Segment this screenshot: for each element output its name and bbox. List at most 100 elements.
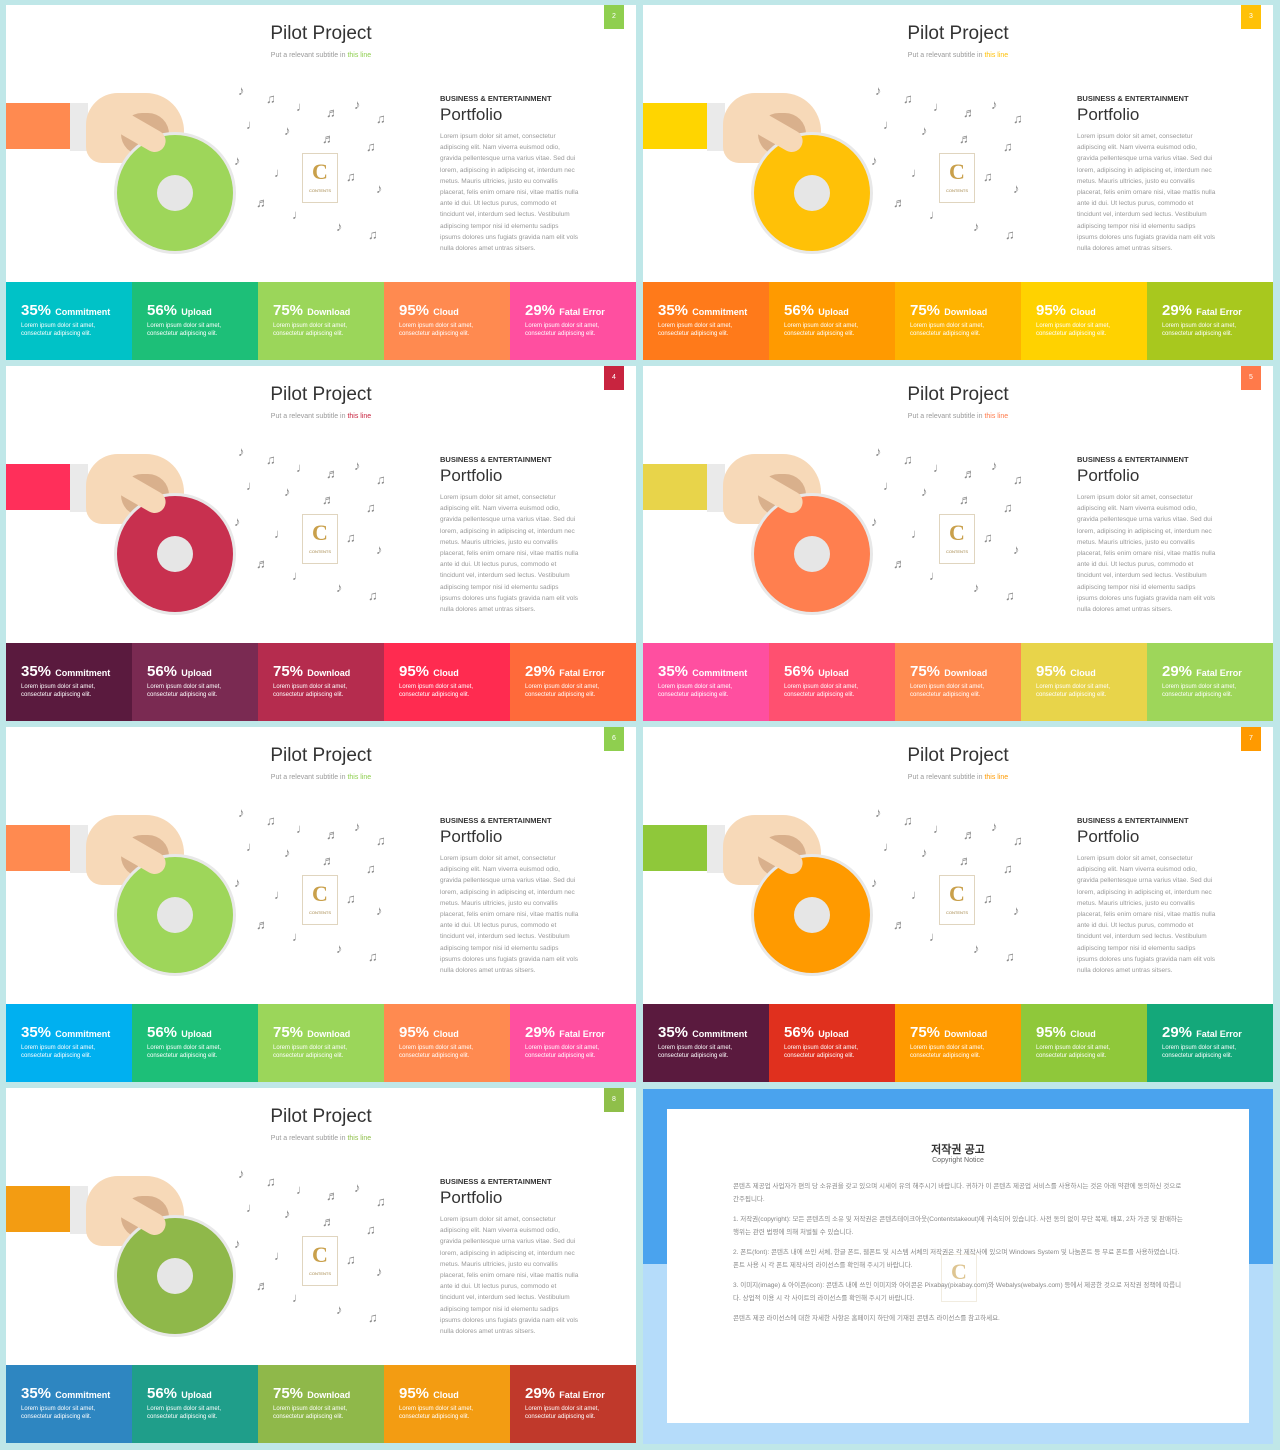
cuff-illustration xyxy=(70,464,88,512)
stat-label: Fatal Error xyxy=(1196,1029,1242,1039)
record-disc-hole xyxy=(157,1258,193,1294)
stat-percent: 29% xyxy=(525,663,556,680)
body-text: Lorem ipsum dolor sit amet, consectetur … xyxy=(440,855,579,975)
portfolio-heading: Portfolio xyxy=(1077,827,1140,846)
stat-label: Download xyxy=(944,307,988,317)
music-note-icon: ♩ xyxy=(296,821,309,836)
contents-logo: C CONTENTS xyxy=(939,153,975,203)
music-note-icon: ♬ xyxy=(326,105,339,120)
stat-label: Commitment xyxy=(692,307,748,317)
stat-label: Commitment xyxy=(692,1029,748,1039)
music-note-icon: ♪ xyxy=(238,83,245,98)
copyright-notice-slide: 저작권 공고 Copyright Notice C 콘텐츠 제공업 사업자가 편… xyxy=(643,1089,1273,1444)
stat-label: Cloud xyxy=(1070,668,1096,678)
stat-percent: 95% xyxy=(1036,302,1067,319)
music-note-icon: ♩ xyxy=(883,839,896,854)
notice-title: 저작권 공고 xyxy=(931,1144,985,1156)
music-note-icon: ♬ xyxy=(959,492,972,507)
music-note-icon: ♫ xyxy=(1005,949,1015,964)
stat-percent: 29% xyxy=(525,302,556,319)
music-notes-cluster: ♪ ♫ ♩ ♬ ♪ ♫ ♩ ♪ ♬ ♫ ♪ ♩ ♫ ♪ ♬ ♩ ♪ ♫ xyxy=(226,438,396,608)
music-note-icon: ♩ xyxy=(274,526,287,541)
stat-label: Cloud xyxy=(433,1390,459,1400)
music-note-icon: ♪ xyxy=(354,819,361,834)
record-disc-hole xyxy=(794,897,830,933)
music-note-icon: ♪ xyxy=(234,514,241,529)
stat-percent: 35% xyxy=(21,1024,52,1041)
music-note-icon: ♬ xyxy=(256,556,269,571)
stat-description: Lorem ipsum dolor sit amet, consectetur a… xyxy=(399,1045,474,1059)
contents-logo: C CONTENTS xyxy=(302,514,338,564)
slide-number-tag: 5 xyxy=(1241,366,1261,390)
stat-percent: 29% xyxy=(525,1385,556,1402)
stat-cell: 29% Fatal Error Lorem ipsum dolor sit am… xyxy=(1147,1004,1273,1082)
music-note-icon: ♩ xyxy=(296,1182,309,1197)
stat-cell: 95% Cloud Lorem ipsum dolor sit amet, con… xyxy=(384,1004,510,1082)
stat-cell: 35% Commitment Lorem ipsum dolor sit ame… xyxy=(6,1004,132,1082)
music-note-icon: ♫ xyxy=(368,949,378,964)
music-note-icon: ♩ xyxy=(246,839,259,854)
stat-percent: 95% xyxy=(1036,663,1067,680)
category-label: BUSINESS & ENTERTAINMENT xyxy=(1077,455,1189,464)
stat-percent: 95% xyxy=(399,1024,430,1041)
music-note-icon: ♪ xyxy=(376,181,383,196)
slide-6: 6 Pilot Project Put a relevant subtitle … xyxy=(6,727,636,1082)
music-note-icon: ♪ xyxy=(871,153,878,168)
stat-description: Lorem ipsum dolor sit amet, consectetur a… xyxy=(21,684,96,698)
stat-description: Lorem ipsum dolor sit amet, consectetur a… xyxy=(525,1406,600,1420)
slide-subtitle: Put a relevant subtitle in this line xyxy=(907,413,1009,420)
music-note-icon: ♪ xyxy=(336,1302,343,1317)
music-note-icon: ♩ xyxy=(246,117,259,132)
music-note-icon: ♩ xyxy=(929,929,942,944)
stat-label: Commitment xyxy=(55,1390,111,1400)
music-note-icon: ♫ xyxy=(1003,500,1013,515)
music-note-icon: ♪ xyxy=(921,484,928,499)
music-note-icon: ♪ xyxy=(234,875,241,890)
music-note-icon: ♩ xyxy=(296,460,309,475)
slide-subtitle: Put a relevant subtitle in this line xyxy=(270,774,372,781)
stat-description: Lorem ipsum dolor sit amet, consectetur a… xyxy=(784,1045,859,1059)
music-note-icon: ♫ xyxy=(368,1310,378,1325)
stat-description: Lorem ipsum dolor sit amet, consectetur a… xyxy=(658,684,733,698)
stat-percent: 56% xyxy=(147,663,178,680)
category-label: BUSINESS & ENTERTAINMENT xyxy=(1077,94,1189,103)
music-note-icon: ♬ xyxy=(963,827,976,842)
music-note-icon: ♪ xyxy=(973,580,980,595)
stat-description: Lorem ipsum dolor sit amet, consectetur a… xyxy=(525,1045,600,1059)
portfolio-heading: Portfolio xyxy=(440,1188,503,1207)
music-note-icon: ♫ xyxy=(376,1194,386,1209)
slide-title: Pilot Project xyxy=(270,23,372,44)
music-note-icon: ♫ xyxy=(376,833,386,848)
record-disc-hole xyxy=(157,897,193,933)
music-note-icon: ♬ xyxy=(893,917,906,932)
music-note-icon: ♪ xyxy=(284,123,291,138)
stat-cell: 75% Download Lorem ipsum dolor sit amet,… xyxy=(895,1004,1021,1082)
cuff-illustration xyxy=(70,825,88,873)
music-note-icon: ♪ xyxy=(1013,542,1020,557)
stat-cell: 75% Download Lorem ipsum dolor sit amet,… xyxy=(258,282,384,360)
stat-cell: 56% Upload Lorem ipsum dolor sit amet, co… xyxy=(769,643,895,721)
music-note-icon: ♫ xyxy=(266,1174,276,1189)
stat-description: Lorem ipsum dolor sit amet, consectetur a… xyxy=(525,684,600,698)
music-note-icon: ♬ xyxy=(963,105,976,120)
music-note-icon: ♪ xyxy=(238,444,245,459)
music-note-icon: ♬ xyxy=(959,131,972,146)
contents-logo: C CONTENTS xyxy=(939,514,975,564)
slide-title: Pilot Project xyxy=(270,384,372,405)
music-note-icon: ♫ xyxy=(376,111,386,126)
stat-percent: 75% xyxy=(273,1024,304,1041)
stat-percent: 35% xyxy=(658,1024,689,1041)
music-note-icon: ♪ xyxy=(234,1236,241,1251)
stat-cell: 35% Commitment Lorem ipsum dolor sit ame… xyxy=(643,1004,769,1082)
stat-description: Lorem ipsum dolor sit amet, consectetur a… xyxy=(658,1045,733,1059)
slide-2: 2 Pilot Project Put a relevant subtitle … xyxy=(6,5,636,360)
portfolio-heading: Portfolio xyxy=(440,105,503,124)
slide-subtitle: Put a relevant subtitle in this line xyxy=(270,52,372,59)
stat-description: Lorem ipsum dolor sit amet, consectetur a… xyxy=(21,323,96,337)
stats-band: 35% Commitment Lorem ipsum dolor sit ame… xyxy=(643,1004,1273,1082)
stat-cell: 56% Upload Lorem ipsum dolor sit amet, co… xyxy=(769,1004,895,1082)
stat-label: Upload xyxy=(181,1390,212,1400)
stat-cell: 56% Upload Lorem ipsum dolor sit amet, co… xyxy=(132,1004,258,1082)
stat-description: Lorem ipsum dolor sit amet, consectetur a… xyxy=(1036,684,1111,698)
stat-percent: 75% xyxy=(910,1024,941,1041)
